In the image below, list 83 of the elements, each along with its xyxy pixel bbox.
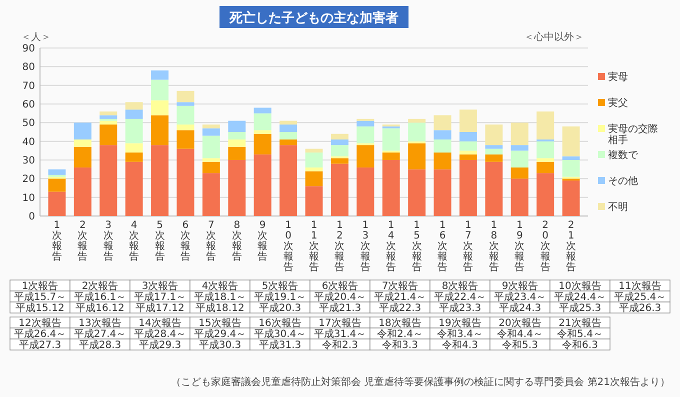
x-tick-label: 2 次 報 告 [78, 220, 88, 262]
x-tick-label: 6 次 報 告 [180, 220, 190, 262]
category-label: 13次報告 [78, 318, 122, 329]
x-tick-label: 1 8 次 報 告 [488, 220, 499, 273]
text: 平成17.1～平成17.12 [134, 291, 186, 314]
y-tick-label: 80 [22, 62, 35, 74]
category-label: 7次報告 [382, 281, 418, 292]
category-label: 5次報告 [262, 281, 298, 292]
category-label: 9次報告 [502, 281, 538, 292]
text: 平成27.4～平成28.3 [74, 328, 126, 351]
category-label: 15次報告 [198, 318, 242, 329]
text: 令和5.4～令和6.3 [557, 328, 603, 351]
y-tick-label: 70 [22, 80, 35, 92]
category-label: 4次報告 [202, 281, 238, 292]
y-tick-label: 40 [22, 136, 35, 148]
category-label: 11次報告 [618, 281, 662, 292]
text: 平成28.4～平成29.3 [134, 328, 186, 351]
y-tick-label: 60 [22, 100, 35, 110]
x-tick-label: 1 0 次 報 告 [283, 220, 294, 273]
text: 平成21.4～平成22.3 [374, 291, 426, 314]
text: 令和4.4～令和5.3 [497, 328, 543, 351]
y-tick-label: 90 [22, 44, 35, 54]
x-tick-label: 1 3 次 報 告 [360, 220, 370, 273]
text: 平成18.1～平成18.12 [194, 291, 246, 314]
text: 令和2.4～令和3.3 [377, 328, 423, 351]
x-tick-label: 1 6 次 報 告 [438, 220, 448, 273]
x-tick-label: 1 4 次 報 告 [386, 220, 396, 273]
x-tick-label: 2 0 次 報 告 [540, 220, 550, 273]
y-tick-label: 0 [28, 212, 35, 222]
text: 平成16.1～平成16.12 [74, 291, 126, 314]
x-tick-label: 1 次 報 告 [52, 220, 62, 262]
x-tick-label: 2 1 次 報 告 [566, 220, 576, 273]
category-label: 18次報告 [378, 318, 422, 329]
category-label: 20次報告 [498, 318, 542, 329]
text: 平成30.4～平成31.3 [254, 328, 306, 351]
category-label: 10次報告 [558, 281, 602, 292]
x-tick-label: 1 9 次 報 告 [514, 220, 525, 273]
category-label: 8次報告 [442, 281, 478, 292]
category-label: 3次報告 [142, 281, 178, 292]
x-tick-label: 1 5 次 報 告 [412, 220, 422, 273]
legend-label: 不明 [608, 202, 628, 213]
x-tick-label: 1 1 次 報 告 [309, 220, 319, 273]
text: 平成23.4～平成24.3 [494, 291, 546, 314]
category-label: 14次報告 [138, 318, 182, 329]
x-tick-label: 9 次 報 告 [258, 220, 268, 262]
y-tick-label: 30 [22, 156, 35, 166]
x-tick-label: 5 次 報 告 [154, 220, 165, 262]
legend-label: 複数で [608, 149, 639, 161]
x-tick-label: 8 次 報 告 [232, 220, 242, 262]
y-axis-title: ＜人＞ [21, 32, 51, 43]
category-label: 19次報告 [438, 318, 482, 329]
text: 平成31.4～令和2.3 [314, 328, 366, 351]
legend-label: 実母 [608, 71, 628, 83]
category-label: 17次報告 [318, 318, 362, 329]
text: 平成24.4～平成25.3 [554, 291, 606, 314]
legend-label: 実父 [608, 97, 628, 109]
x-tick-label: 3 次 報 告 [103, 220, 114, 262]
legend-label: その他 [608, 175, 638, 187]
x-tick-label: 1 7 次 報 告 [463, 220, 474, 273]
legend-label: 実母の交際相手 [608, 123, 658, 146]
x-tick-label: 7 次 報 告 [206, 220, 216, 262]
text: 平成15.7～平成15.12 [14, 291, 66, 314]
text: 平成19.1～平成20.3 [254, 291, 306, 314]
x-tick-label: 1 2 次 報 告 [334, 220, 345, 273]
category-label: 21次報告 [558, 318, 602, 329]
y-tick-label: 50 [22, 118, 35, 130]
category-label: 1次報告 [22, 281, 58, 292]
text: 平成20.4～平成21.3 [314, 291, 366, 314]
y-tick-label: 20 [22, 174, 35, 186]
text: 平成29.4～平成30.3 [194, 328, 246, 351]
text: 平成26.4～平成27.3 [14, 328, 66, 351]
chart-title: 死亡した子どもの主な加害者 [228, 10, 398, 26]
text: 令和3.4～令和4.3 [437, 328, 483, 351]
text: ＜心中以外＞ [524, 31, 584, 43]
category-label: 16次報告 [258, 318, 302, 329]
category-label: 12次報告 [18, 318, 62, 329]
y-tick-label: 10 [22, 192, 35, 204]
category-label: 6次報告 [322, 281, 358, 292]
x-tick-label: 4 次 報 告 [129, 220, 140, 262]
category-label: 2次報告 [82, 281, 118, 292]
text: 平成22.4～平成23.3 [434, 291, 486, 314]
text: （こども家庭審議会児童虐待防止対策部会 児童虐待等要保護事例の検証に関する専門委員会 第21次報告より） [170, 376, 670, 388]
text: 平成25.4～平成26.3 [614, 291, 666, 314]
